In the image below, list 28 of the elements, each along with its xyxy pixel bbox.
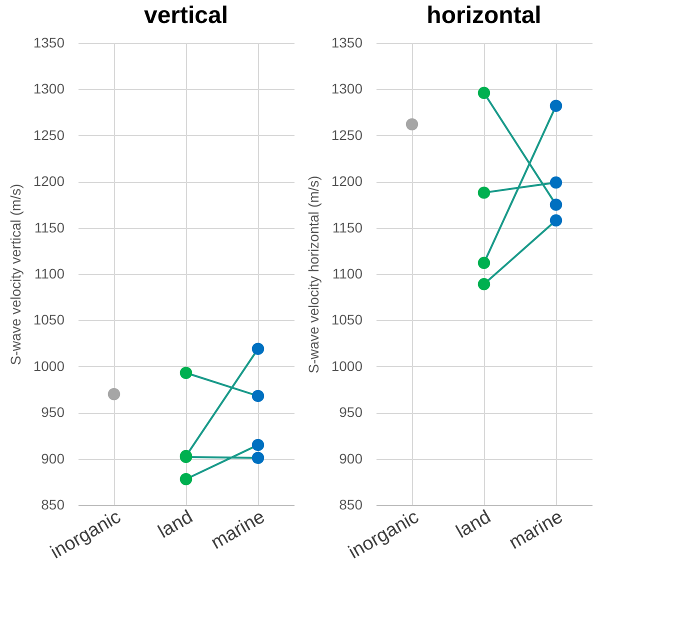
y-tick-label: 1250 bbox=[33, 126, 65, 143]
y-tick-label: 1150 bbox=[34, 219, 65, 236]
y-tick-label: 1100 bbox=[332, 266, 363, 282]
y-axis-title: S-wave velocity vertical (m/s) bbox=[7, 184, 24, 366]
x-tick-label: land bbox=[452, 506, 494, 543]
y-tick-label: 1050 bbox=[331, 312, 363, 328]
y-tick-label: 850 bbox=[41, 496, 65, 512]
y-tick-label: 1050 bbox=[33, 312, 65, 328]
chart-title: horizontal bbox=[426, 2, 542, 29]
y-tick-label: 950 bbox=[41, 404, 65, 420]
y-tick-label: 1350 bbox=[33, 34, 65, 50]
y-tick-label: 1100 bbox=[34, 266, 65, 282]
x-tick-label: land bbox=[154, 506, 196, 543]
chart-title: vertical bbox=[144, 2, 228, 29]
y-axis-title: S-wave velocity horizontal (m/s) bbox=[305, 176, 322, 374]
y-tick-label: 1150 bbox=[332, 219, 363, 236]
y-tick-label: 900 bbox=[339, 450, 363, 466]
y-tick-label: 1200 bbox=[331, 173, 363, 190]
y-tick-label: 900 bbox=[41, 450, 65, 466]
y-tick-label: 1300 bbox=[33, 80, 65, 97]
y-tick-label: 1000 bbox=[331, 358, 363, 374]
y-tick-label: 1300 bbox=[331, 80, 363, 97]
y-tick-label: 1250 bbox=[331, 126, 363, 143]
y-tick-label: 1000 bbox=[33, 358, 65, 374]
y-tick-label: 950 bbox=[339, 404, 363, 420]
y-tick-label: 1350 bbox=[331, 34, 363, 50]
y-tick-label: 850 bbox=[339, 496, 363, 512]
y-tick-label: 1200 bbox=[33, 173, 65, 190]
